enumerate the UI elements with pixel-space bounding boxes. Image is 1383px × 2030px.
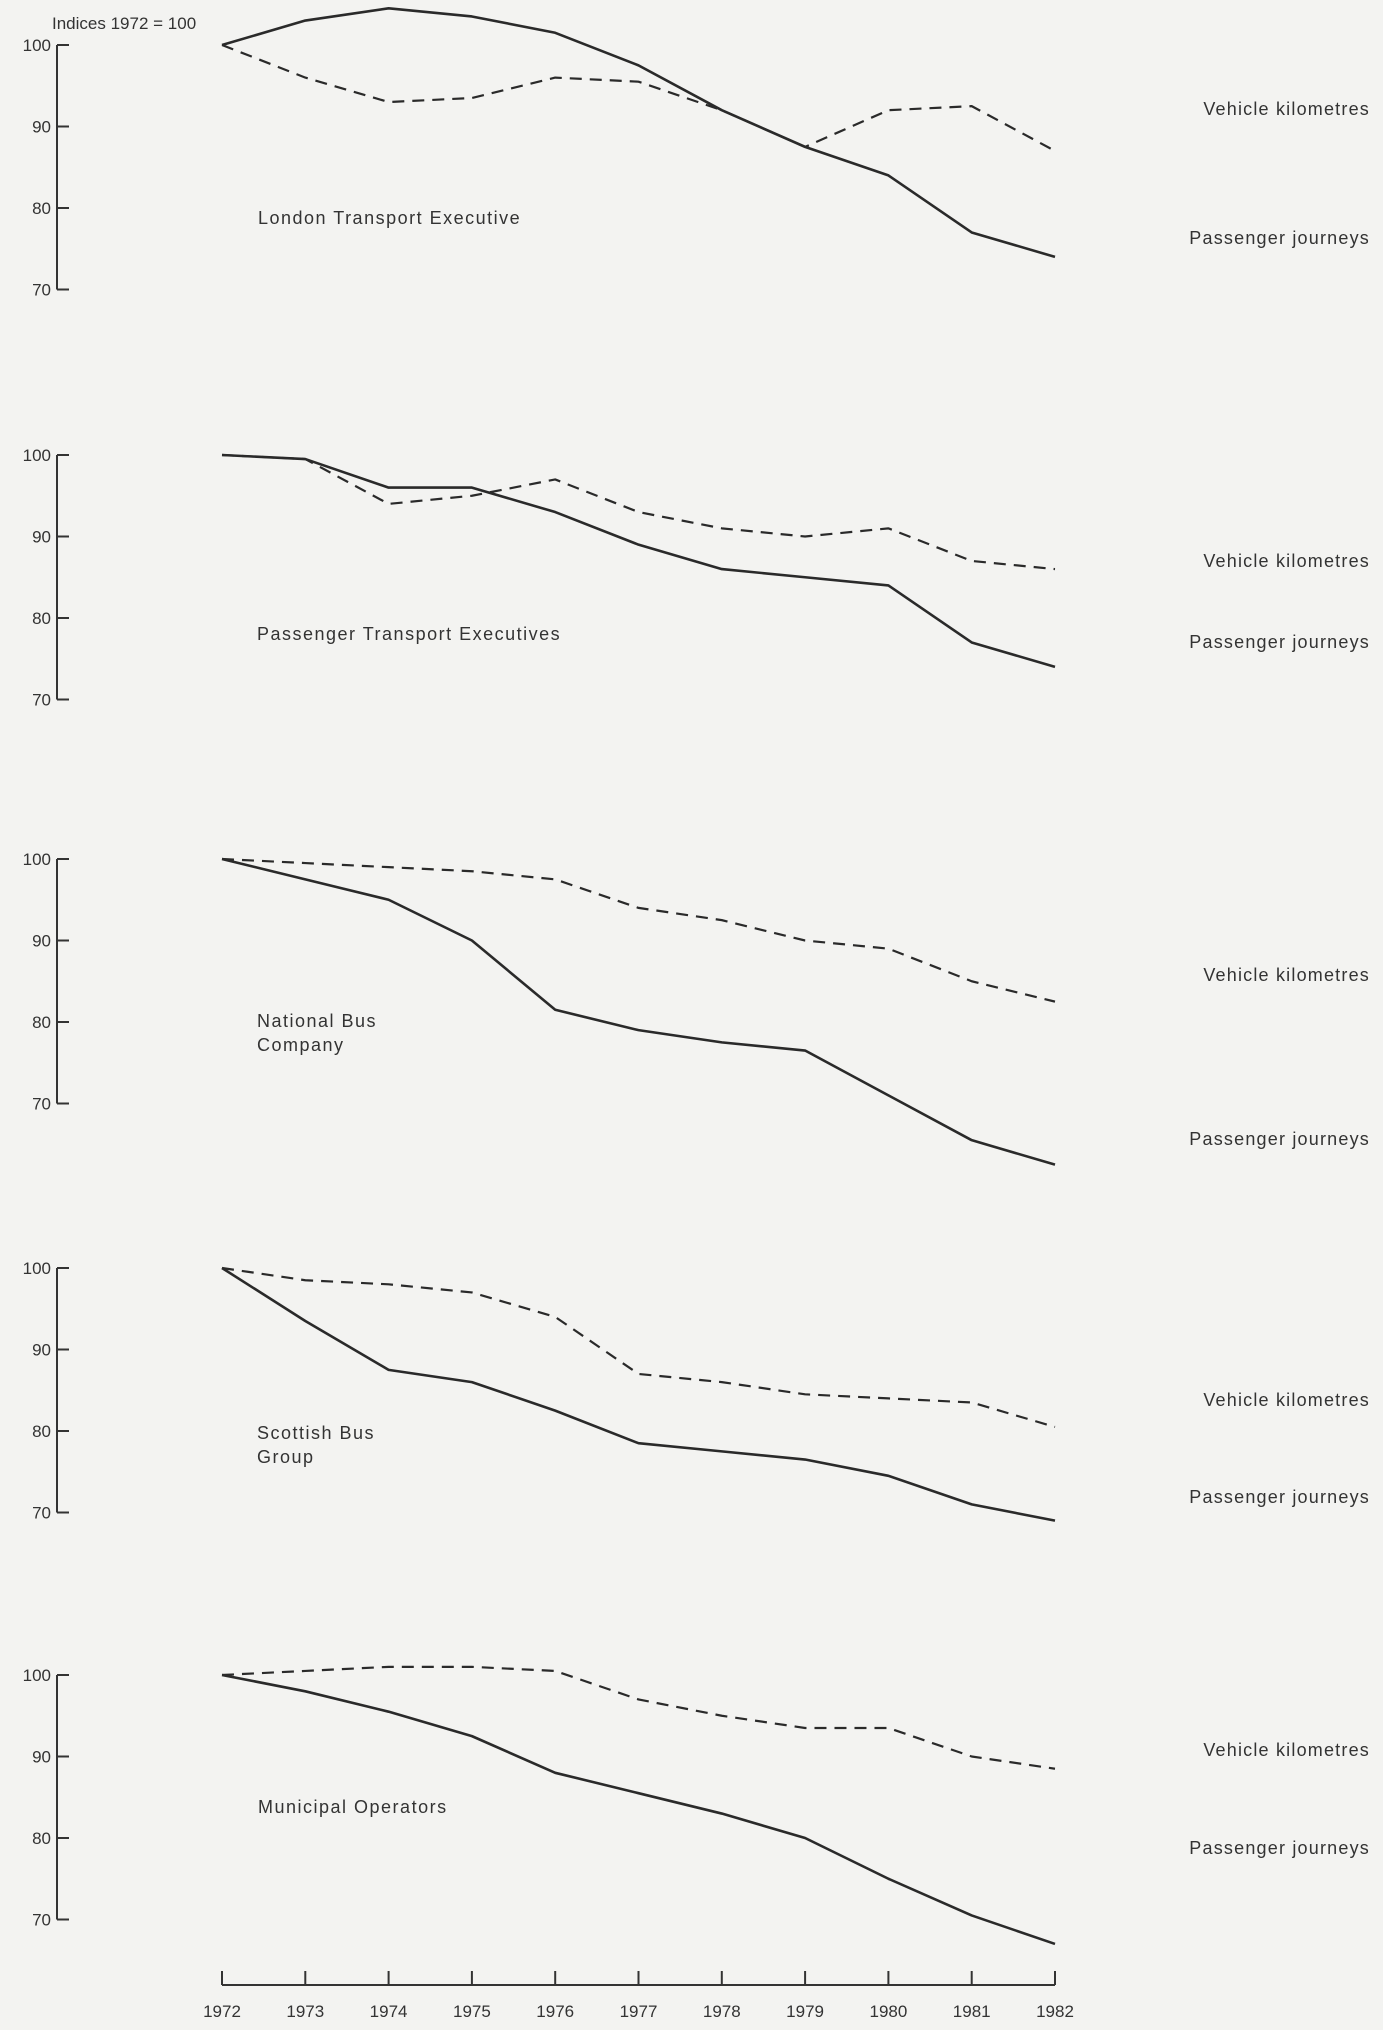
x-tick-label: 1981 [953, 2002, 991, 2021]
panel-title: Group [257, 1447, 315, 1467]
series-label: Passenger journeys [1189, 1487, 1370, 1507]
y-tick-label: 90 [32, 1341, 51, 1360]
series-line-vehicle-km [221, 453, 1056, 571]
y-tick-label: 100 [23, 1259, 51, 1278]
series-label: Vehicle kilometres [1203, 1390, 1370, 1410]
panels: 100 90 80 70 London Transport Executive Vehic… [23, 7, 1370, 1946]
y-tick-label: 80 [32, 609, 51, 628]
x-tick-label: 1976 [536, 2002, 574, 2021]
x-tick-label: 1972 [203, 2002, 241, 2021]
series-label: Passenger journeys [1189, 632, 1370, 652]
y-tick-label: 80 [32, 199, 51, 218]
series-label: Vehicle kilometres [1203, 551, 1370, 571]
series-line-passenger-journeys [221, 857, 1056, 1166]
panel-title: London Transport Executive [258, 208, 521, 228]
series-label: Vehicle kilometres [1203, 1740, 1370, 1760]
series-line-passenger-journeys [221, 453, 1056, 669]
panel-title: National Bus [257, 1011, 377, 1031]
y-tick-label: 100 [23, 850, 51, 869]
y-tick-label: 70 [32, 1911, 51, 1930]
series-line-passenger-journeys [221, 1266, 1056, 1522]
x-tick-label: 1977 [620, 2002, 658, 2021]
panel-title: Company [257, 1035, 345, 1055]
series-line-vehicle-km [221, 1665, 1056, 1770]
panel-3: 100 90 80 70 National Bus Company Vehicle kilo… [23, 850, 1370, 1166]
series-label: Passenger journeys [1189, 228, 1370, 248]
panel-title: Passenger Transport Executives [257, 624, 561, 644]
series-label: Vehicle kilometres [1203, 99, 1370, 119]
y-tick-label: 90 [32, 528, 51, 547]
series-line-vehicle-km [221, 43, 1056, 152]
y-tick-label: 90 [32, 1748, 51, 1767]
series-line-passenger-journeys [221, 7, 1056, 259]
x-tick-label: 1979 [786, 2002, 824, 2021]
y-tick-label: 70 [32, 1095, 51, 1114]
y-tick-label: 100 [23, 36, 51, 55]
panel-2: 100 90 80 70 Passenger Transport Executives V… [23, 446, 1370, 710]
series-label: Passenger journeys [1189, 1129, 1370, 1149]
panel-title: Municipal Operators [258, 1797, 448, 1817]
x-tick-label: 1982 [1036, 2002, 1074, 2021]
x-axis: 1972 1973 1974 1975 1976 1977 1978 1979 1980 1981… [203, 1971, 1074, 2021]
y-tick-label: 80 [32, 1422, 51, 1441]
panel-title: Scottish Bus [257, 1423, 375, 1443]
panel-5: 100 90 80 70 Municipal Operators Vehicle kilo… [23, 1665, 1370, 1946]
y-tick-label: 70 [32, 1504, 51, 1523]
y-tick-label: 100 [23, 1666, 51, 1685]
panel-4: 100 90 80 70 Scottish Bus Group Vehicle kilome… [23, 1259, 1370, 1523]
y-tick-label: 70 [32, 691, 51, 710]
y-tick-label: 100 [23, 446, 51, 465]
y-tick-label: 80 [32, 1829, 51, 1848]
series-line-vehicle-km [221, 1266, 1056, 1428]
y-tick-label: 90 [32, 932, 51, 951]
axis-note: Indices 1972 = 100 [52, 14, 196, 33]
y-tick-label: 70 [32, 281, 51, 300]
x-tick-label: 1978 [703, 2002, 741, 2021]
x-tick-label: 1980 [869, 2002, 907, 2021]
series-line-passenger-journeys [221, 1673, 1056, 1946]
y-tick-label: 90 [32, 118, 51, 137]
x-tick-label: 1975 [453, 2002, 491, 2021]
series-line-vehicle-km [221, 857, 1056, 1003]
x-tick-label: 1973 [286, 2002, 324, 2021]
y-tick-label: 80 [32, 1013, 51, 1032]
x-tick-label: 1974 [370, 2002, 408, 2021]
series-label: Passenger journeys [1189, 1838, 1370, 1858]
series-label: Vehicle kilometres [1203, 965, 1370, 985]
panel-1: 100 90 80 70 London Transport Executive Vehic… [23, 7, 1370, 300]
